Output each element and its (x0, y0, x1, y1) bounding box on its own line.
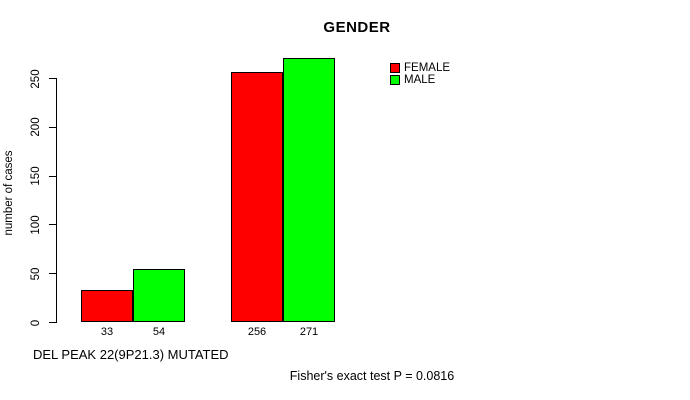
y-axis-tick-label: 0 (30, 319, 42, 326)
chart-title: GENDER (323, 19, 391, 36)
bar-value-label: 33 (100, 326, 114, 338)
y-axis-tick (49, 126, 56, 128)
legend: FEMALE MALE (390, 62, 450, 86)
y-axis-line (56, 78, 57, 323)
y-axis-tick (49, 273, 56, 275)
y-axis-tick (49, 224, 56, 226)
y-axis-label: number of cases (3, 150, 15, 236)
y-axis-tick (49, 175, 56, 177)
legend-label: FEMALE (404, 62, 451, 74)
legend-item-male: MALE (390, 74, 450, 86)
y-axis-tick-label: 200 (30, 117, 42, 137)
y-axis-tick-label: 100 (30, 215, 42, 235)
bar-female-group2 (231, 72, 283, 322)
y-axis-tick (49, 78, 56, 79)
bar-value-label: 256 (247, 326, 267, 338)
y-axis-tick-label: 50 (30, 267, 42, 281)
y-axis-tick-label: 250 (30, 68, 42, 89)
legend-item-female: FEMALE (390, 62, 450, 74)
y-axis-tick (49, 322, 56, 323)
legend-swatch-female (390, 63, 400, 73)
bar-value-label: 54 (152, 326, 166, 338)
legend-label: MALE (404, 74, 436, 86)
bar-female-group1 (81, 289, 133, 322)
bar-value-label: 271 (299, 326, 319, 338)
legend-swatch-male (390, 75, 400, 85)
x-axis-label: DEL PEAK 22(9P21.3) MUTATED (33, 347, 229, 362)
stat-annotation: Fisher's exact test P = 0.0816 (289, 369, 455, 383)
bar-male-group2 (283, 57, 335, 322)
y-axis-tick-label: 150 (30, 166, 42, 186)
bar-male-group1 (133, 269, 185, 322)
